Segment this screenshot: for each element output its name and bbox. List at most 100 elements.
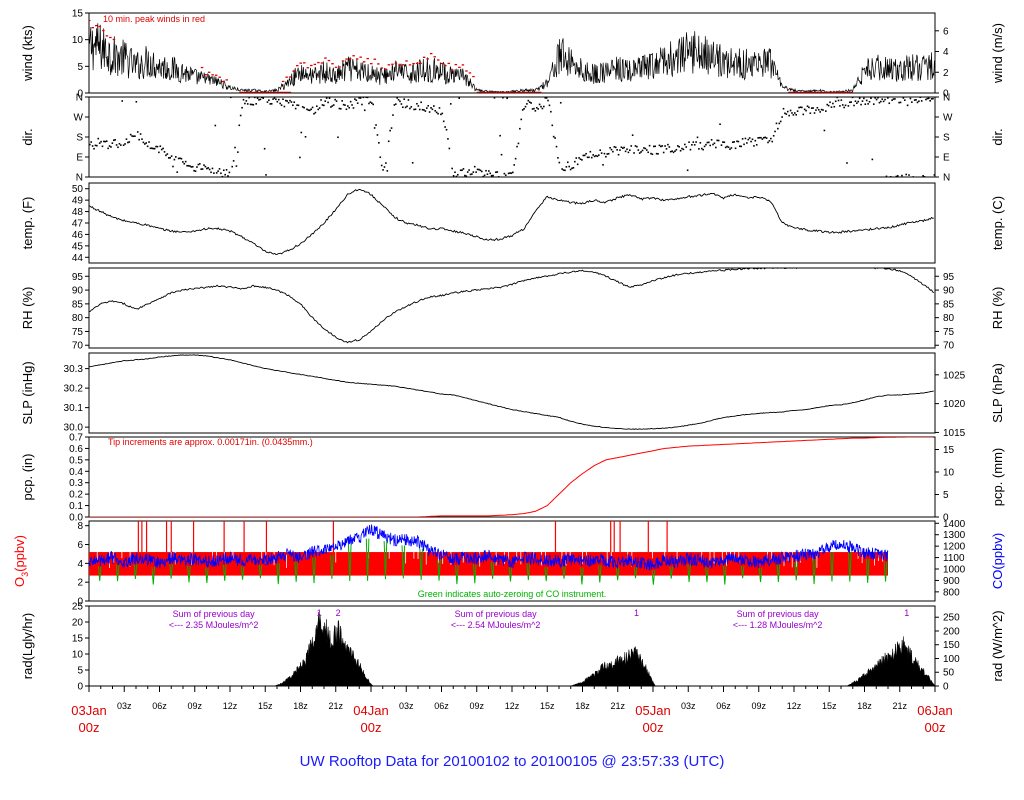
dir-point xyxy=(689,148,692,151)
dir-point xyxy=(557,157,559,159)
dir-point xyxy=(211,167,214,170)
dir-point xyxy=(572,166,575,169)
dir-point xyxy=(283,105,286,108)
co-zeroing-mark xyxy=(294,561,298,582)
dir-point xyxy=(871,158,874,161)
dir-point xyxy=(837,99,840,102)
dir-point xyxy=(761,138,764,140)
dir-point xyxy=(923,176,926,177)
dir-point xyxy=(733,141,735,143)
dir-point xyxy=(382,169,384,171)
o3co-right-tick-label: 1100 xyxy=(943,553,965,564)
dir-point xyxy=(230,97,232,99)
dir-point xyxy=(427,104,429,107)
co-zeroing-mark xyxy=(347,544,352,581)
time-tick-label: 18z xyxy=(575,701,590,711)
dir-point xyxy=(287,101,290,104)
dir-point xyxy=(153,147,156,150)
dir-point xyxy=(619,149,621,151)
dir-point xyxy=(516,145,518,148)
slp-right-tick-label: 1015 xyxy=(943,428,966,439)
rh-right-tick-label: 95 xyxy=(943,272,955,283)
pcp-left-tick-label: 0.1 xyxy=(69,501,83,512)
rh-series-line xyxy=(89,268,935,344)
dir-point xyxy=(248,97,250,99)
peak-wind-mark xyxy=(218,76,221,78)
dir-point xyxy=(449,103,452,105)
dir-point xyxy=(633,152,635,154)
dir-point xyxy=(678,145,680,148)
dir-point xyxy=(105,140,108,142)
dir-point xyxy=(324,100,327,102)
dir-point xyxy=(193,169,195,172)
day-label: 04Jan xyxy=(353,703,388,718)
dir-point xyxy=(523,107,525,110)
peak-wind-mark xyxy=(317,61,320,64)
temp-left-tick-label: 50 xyxy=(72,184,84,195)
dir-point xyxy=(691,144,693,146)
dir-point xyxy=(292,104,294,107)
dir-point xyxy=(599,149,602,151)
dir-point xyxy=(210,171,212,174)
dir-point xyxy=(552,135,555,138)
dir-point xyxy=(317,108,320,111)
dir-point xyxy=(286,100,288,102)
peak-wind-mark xyxy=(394,62,398,64)
temp-left-tick-label: 47 xyxy=(72,219,84,230)
dir-point xyxy=(132,135,135,138)
peak-wind-mark xyxy=(91,26,95,29)
dir-point xyxy=(301,106,304,108)
slp-plot-area xyxy=(89,354,934,430)
dir-point xyxy=(134,135,136,138)
dir-point xyxy=(400,103,403,105)
dir-point xyxy=(676,145,679,147)
co-zeroing-mark xyxy=(705,567,709,583)
dir-point xyxy=(661,145,664,147)
dir-point xyxy=(115,144,118,146)
dir-point xyxy=(339,108,342,110)
dir-point xyxy=(826,103,829,106)
dir-point xyxy=(239,114,242,117)
dir-point xyxy=(612,150,614,153)
dir-point xyxy=(500,153,503,156)
dir-point xyxy=(221,175,224,177)
dir-point xyxy=(707,141,710,144)
dir-point xyxy=(788,114,790,117)
co-zeroing-mark xyxy=(115,564,120,582)
dir-point xyxy=(128,141,131,143)
dir-point xyxy=(851,97,854,99)
dir-point xyxy=(486,173,489,175)
rad-note-line2: <--- 2.54 MJoules/m^2 xyxy=(451,620,541,630)
dir-point xyxy=(777,127,779,130)
dir-point xyxy=(259,98,262,101)
dir-point xyxy=(846,162,848,164)
time-tick-label: 03z xyxy=(117,701,132,711)
peak-wind-mark xyxy=(391,63,394,65)
peak-wind-mark xyxy=(454,63,458,66)
dir-point xyxy=(111,142,114,144)
dir-point xyxy=(166,153,169,155)
peak-wind-mark xyxy=(281,80,285,83)
dir-point xyxy=(311,106,314,109)
dir-point xyxy=(614,146,617,149)
co-zeroing-mark xyxy=(812,559,816,585)
dir-point xyxy=(888,102,891,105)
dir-point xyxy=(124,143,126,145)
co-zeroing-mark xyxy=(508,567,513,582)
dir-point xyxy=(101,145,104,148)
dir-point xyxy=(493,97,496,99)
dir-point xyxy=(526,103,528,105)
rad-left-tick-label: 25 xyxy=(72,602,84,613)
dir-point xyxy=(404,106,407,109)
dir-point xyxy=(495,171,497,174)
dir-point xyxy=(881,98,884,100)
dir-point xyxy=(600,152,603,154)
dir-point xyxy=(836,97,838,99)
dir-point xyxy=(225,169,228,171)
dir-point xyxy=(889,176,892,177)
peak-wind-mark xyxy=(433,56,436,58)
pcp-left-tick-label: 0.5 xyxy=(69,455,83,466)
peak-wind-mark xyxy=(320,62,324,64)
o3co-left-tick-label: 6 xyxy=(77,540,83,551)
co-zeroing-mark xyxy=(740,565,745,579)
